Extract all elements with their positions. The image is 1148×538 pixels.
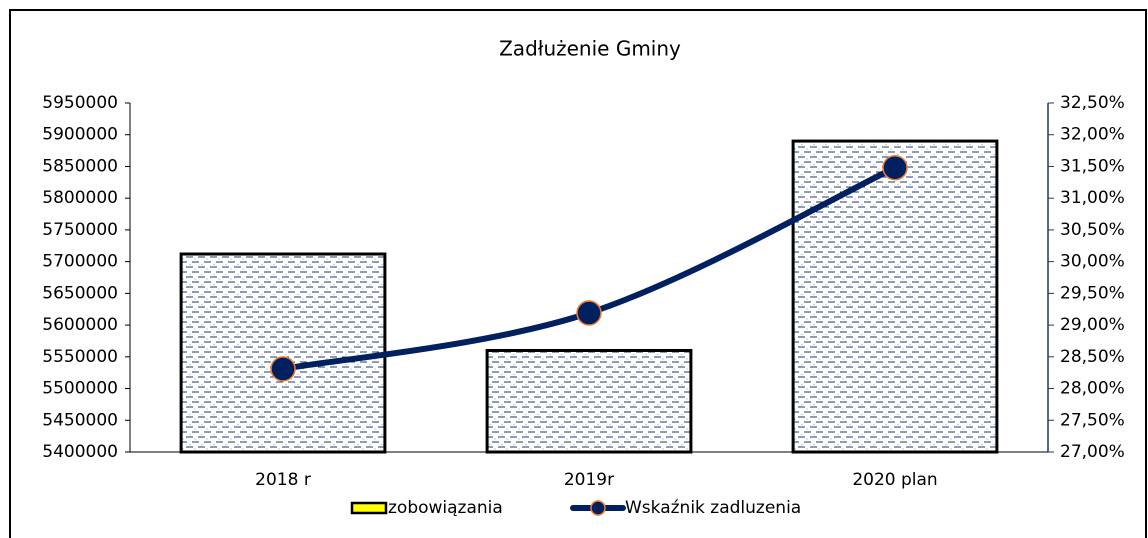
y2-tick-label: 28,50% (1060, 347, 1125, 367)
y-tick-label: 5450000 (42, 410, 118, 430)
y2-tick-label: 32,00% (1060, 125, 1125, 145)
y2-tick-label: 28,00% (1060, 379, 1125, 399)
y-tick-label: 5850000 (42, 156, 118, 176)
y2-tick-label: 27,50% (1060, 410, 1125, 430)
chart-title: Zadłużenie Gminy (499, 37, 681, 61)
marker (270, 356, 296, 382)
y-tick-label: 5800000 (42, 188, 118, 208)
bar (485, 348, 693, 454)
x-tick-label: 2019r (564, 470, 614, 490)
y-tick-label: 5700000 (42, 252, 118, 272)
y2-tick-label: 32,50% (1060, 93, 1125, 113)
y-tick-label: 5750000 (42, 220, 118, 240)
legend-swatch (590, 500, 606, 516)
marker (882, 154, 908, 181)
y2-tick-label: 29,50% (1060, 283, 1125, 303)
y-tick-label: 5500000 (42, 379, 118, 399)
legend-label: zobowiązania (388, 498, 503, 518)
y-tick-label: 5900000 (42, 125, 118, 145)
y2-tick-label: 31,00% (1060, 188, 1125, 208)
y2-tick-label: 30,00% (1060, 252, 1125, 272)
y-tick-label: 5950000 (42, 93, 118, 113)
bar (791, 139, 999, 454)
legend-label: Wskaźnik zadluzenia (625, 498, 801, 518)
y-tick-label: 5650000 (42, 283, 118, 303)
y-tick-label: 5600000 (42, 315, 118, 335)
marker (576, 300, 602, 326)
y-tick-label: 5400000 (42, 442, 118, 462)
y2-tick-label: 30,50% (1060, 220, 1125, 240)
y2-tick-label: 31,50% (1060, 156, 1125, 176)
bar (179, 252, 387, 454)
legend-swatch (350, 501, 388, 515)
y-tick-label: 5550000 (42, 347, 118, 367)
x-tick-label: 2018 r (255, 470, 311, 490)
y2-tick-label: 29,00% (1060, 315, 1125, 335)
y2-tick-label: 27,00% (1060, 442, 1125, 462)
x-tick-label: 2020 plan (852, 470, 937, 490)
